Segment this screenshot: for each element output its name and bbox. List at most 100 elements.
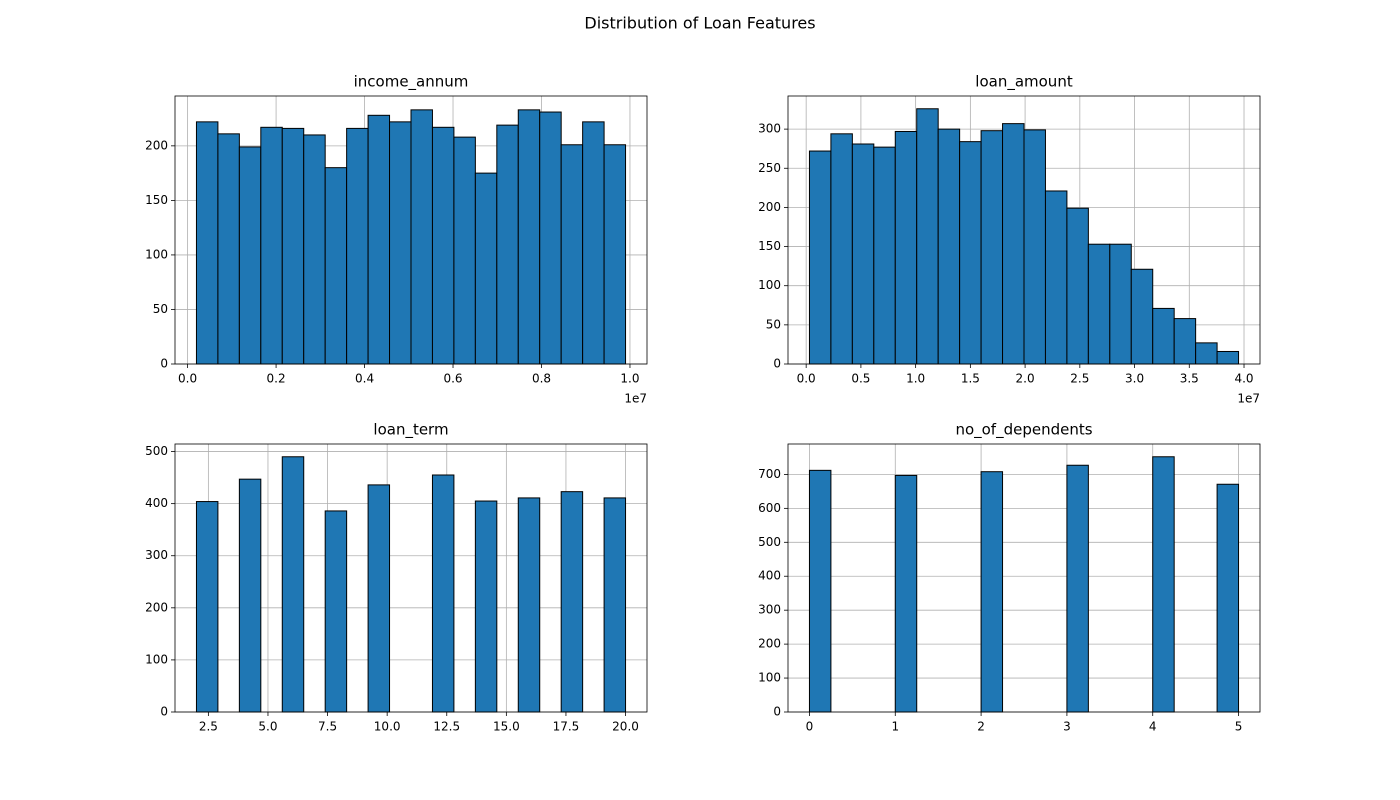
y-tick-label: 100 bbox=[145, 247, 168, 261]
bar bbox=[517, 109, 541, 365]
bar bbox=[560, 144, 584, 365]
bar bbox=[1195, 342, 1218, 365]
bar bbox=[474, 500, 498, 713]
bar bbox=[873, 146, 896, 365]
x-tick-label: 15.0 bbox=[493, 720, 520, 734]
bar bbox=[281, 456, 305, 713]
y-tick-label: 300 bbox=[145, 548, 168, 562]
bar bbox=[1216, 483, 1240, 713]
x-offset-label: 1e7 bbox=[1237, 392, 1260, 406]
bar bbox=[238, 478, 262, 713]
x-tick-label: 2.5 bbox=[199, 720, 218, 734]
y-tick-label: 400 bbox=[145, 496, 168, 510]
y-tick-label: 100 bbox=[758, 671, 781, 685]
x-tick-label: 12.5 bbox=[433, 720, 460, 734]
bar bbox=[346, 127, 369, 365]
bar bbox=[303, 134, 326, 365]
x-tick-label: 0.0 bbox=[178, 372, 197, 386]
x-tick-label: 17.5 bbox=[553, 720, 580, 734]
x-tick-label: 0.6 bbox=[443, 372, 462, 386]
bar bbox=[324, 167, 348, 365]
bar bbox=[238, 146, 262, 365]
x-tick-label: 1 bbox=[891, 720, 899, 734]
bar bbox=[603, 144, 627, 365]
bar bbox=[1044, 190, 1068, 365]
x-tick-label: 3.0 bbox=[1125, 372, 1144, 386]
bar bbox=[324, 510, 348, 713]
y-tick-label: 100 bbox=[145, 652, 168, 666]
bar bbox=[1002, 123, 1025, 365]
axes-frame bbox=[787, 95, 1261, 365]
bar bbox=[1066, 207, 1089, 365]
bar bbox=[1152, 307, 1175, 365]
bar bbox=[1216, 350, 1240, 365]
x-offset-label: 1e7 bbox=[624, 392, 647, 406]
x-tick-label: 2 bbox=[977, 720, 985, 734]
x-tick-label: 5.0 bbox=[258, 720, 277, 734]
subplot-title: loan_term bbox=[373, 421, 448, 440]
y-tick-label: 0 bbox=[773, 357, 781, 371]
bar bbox=[1023, 129, 1046, 365]
y-tick-label: 200 bbox=[145, 138, 168, 152]
subplot-title: income_annum bbox=[354, 73, 469, 92]
y-tick-label: 600 bbox=[758, 501, 781, 515]
x-tick-label: 0.0 bbox=[797, 372, 816, 386]
bar bbox=[453, 136, 476, 365]
x-tick-label: 0.8 bbox=[532, 372, 551, 386]
x-tick-label: 2.5 bbox=[1070, 372, 1089, 386]
bar bbox=[1173, 318, 1197, 365]
x-tick-label: 10.0 bbox=[374, 720, 401, 734]
bar bbox=[1066, 464, 1089, 713]
bar bbox=[367, 484, 391, 713]
bar bbox=[389, 121, 412, 365]
x-tick-label: 4.0 bbox=[1234, 372, 1253, 386]
x-tick-label: 1.0 bbox=[906, 372, 925, 386]
x-tick-label: 0.2 bbox=[267, 372, 286, 386]
bar bbox=[195, 121, 219, 365]
x-tick-label: 5 bbox=[1235, 720, 1243, 734]
bar bbox=[808, 469, 832, 713]
bar bbox=[517, 497, 541, 713]
bar bbox=[980, 471, 1004, 713]
x-tick-label: 7.5 bbox=[318, 720, 337, 734]
bar bbox=[808, 150, 832, 365]
y-tick-label: 700 bbox=[758, 467, 781, 481]
y-tick-label: 500 bbox=[145, 444, 168, 458]
y-tick-label: 150 bbox=[758, 239, 781, 253]
bar bbox=[1130, 268, 1154, 365]
bar bbox=[959, 141, 982, 365]
axes-frame bbox=[174, 95, 648, 365]
subplot-title: loan_amount bbox=[975, 73, 1073, 92]
x-tick-label: 20.0 bbox=[612, 720, 639, 734]
y-tick-label: 500 bbox=[758, 535, 781, 549]
y-tick-label: 250 bbox=[758, 161, 781, 175]
x-tick-label: 0.5 bbox=[851, 372, 870, 386]
bar bbox=[367, 114, 391, 365]
bar bbox=[830, 133, 853, 365]
y-tick-label: 300 bbox=[758, 122, 781, 136]
bar bbox=[431, 126, 455, 365]
bar bbox=[410, 109, 433, 365]
bar bbox=[1109, 243, 1132, 365]
bar bbox=[603, 497, 627, 713]
bar bbox=[1087, 243, 1111, 365]
y-tick-label: 400 bbox=[758, 569, 781, 583]
y-tick-label: 0 bbox=[773, 705, 781, 719]
bar bbox=[937, 128, 961, 365]
bar bbox=[496, 124, 519, 365]
bar bbox=[980, 130, 1004, 365]
bar bbox=[582, 121, 605, 365]
y-tick-label: 300 bbox=[758, 603, 781, 617]
y-tick-label: 200 bbox=[145, 600, 168, 614]
y-tick-label: 150 bbox=[145, 193, 168, 207]
bar bbox=[281, 127, 305, 365]
y-tick-label: 0 bbox=[160, 357, 168, 371]
bar bbox=[474, 172, 498, 365]
bar bbox=[1152, 456, 1175, 713]
bar bbox=[260, 126, 283, 365]
bar bbox=[916, 108, 939, 365]
x-tick-label: 2.0 bbox=[1016, 372, 1035, 386]
figure-title: Distribution of Loan Features bbox=[584, 14, 815, 33]
axes-frame bbox=[174, 443, 648, 713]
